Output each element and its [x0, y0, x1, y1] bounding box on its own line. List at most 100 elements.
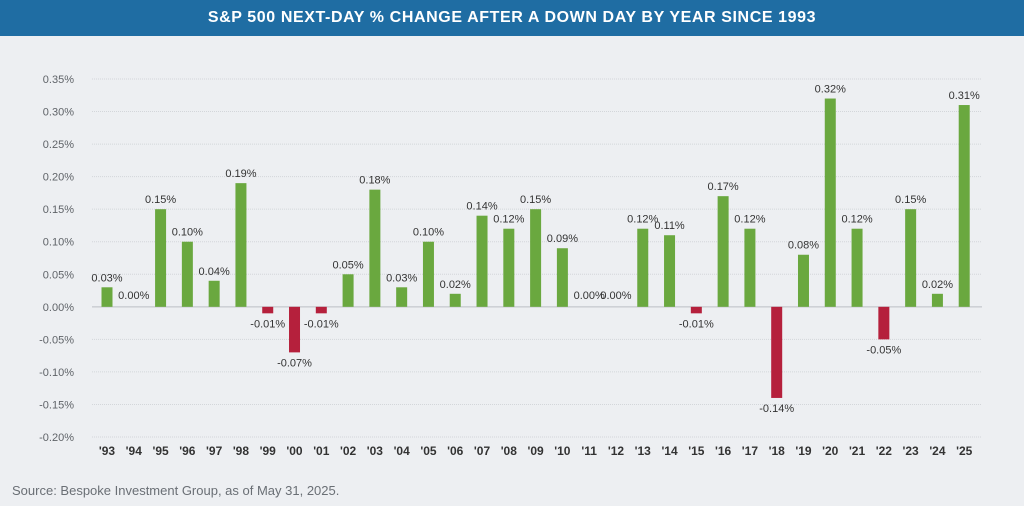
x-tick-label: '20 — [822, 444, 839, 458]
y-tick-label: -0.05% — [39, 334, 74, 346]
x-tick-label: '06 — [447, 444, 464, 458]
bar — [369, 189, 381, 307]
x-tick-label: '19 — [795, 444, 812, 458]
data-label: 0.19% — [225, 168, 256, 180]
data-label: 0.12% — [841, 214, 872, 226]
source-note: Source: Bespoke Investment Group, as of … — [12, 483, 340, 498]
x-tick-label: '01 — [313, 444, 330, 458]
data-label: 0.04% — [199, 266, 230, 278]
y-tick-label: 0.15% — [43, 204, 74, 216]
data-label: 0.18% — [359, 175, 390, 187]
x-tick-label: '13 — [635, 444, 652, 458]
y-tick-label: -0.10% — [39, 367, 74, 379]
bar — [342, 274, 354, 307]
bar — [744, 228, 756, 307]
data-label: 0.12% — [627, 214, 658, 226]
x-tick-label: '05 — [420, 444, 437, 458]
x-tick-label: '24 — [929, 444, 946, 458]
bar — [771, 306, 783, 398]
data-label: 0.12% — [734, 214, 765, 226]
bar — [797, 254, 809, 307]
x-tick-label: '99 — [260, 444, 277, 458]
y-tick-label: 0.05% — [43, 269, 74, 281]
x-tick-label: '07 — [474, 444, 491, 458]
x-tick-label: '14 — [661, 444, 678, 458]
y-tick-label: 0.25% — [43, 139, 74, 151]
data-label: 0.08% — [788, 240, 819, 252]
x-tick-label: '98 — [233, 444, 250, 458]
data-label: 0.17% — [708, 181, 739, 193]
bar — [717, 196, 729, 307]
bar — [530, 209, 542, 307]
bar — [905, 209, 917, 307]
x-tick-label: '09 — [528, 444, 545, 458]
x-tick-label: '04 — [394, 444, 411, 458]
data-label: 0.15% — [145, 194, 176, 206]
x-tick-label: '93 — [99, 444, 116, 458]
x-tick-label: '10 — [554, 444, 571, 458]
data-label: 0.03% — [91, 272, 122, 284]
data-label: -0.05% — [866, 344, 901, 356]
x-tick-label: '25 — [956, 444, 973, 458]
data-label: 0.10% — [413, 227, 444, 239]
bar — [101, 287, 113, 307]
bar — [396, 287, 408, 307]
bar — [289, 306, 301, 353]
bar-chart: 0.35% 0.30% 0.25% 0.20% 0.15% 0.10% 0.05% 0.00%… — [39, 74, 982, 458]
data-label: 0.12% — [493, 214, 524, 226]
x-tick-label: '00 — [286, 444, 303, 458]
y-tick-label: 0.20% — [43, 172, 74, 184]
data-label: 0.31% — [949, 90, 980, 102]
data-label: 0.15% — [895, 194, 926, 206]
data-label: 0.00% — [118, 290, 149, 302]
bar — [637, 228, 649, 307]
title-bar: S&P 500 NEXT-DAY % CHANGE AFTER A DOWN D… — [0, 0, 1024, 36]
data-label: 0.32% — [815, 84, 846, 96]
bar — [931, 293, 943, 307]
x-tick-label: '02 — [340, 444, 357, 458]
data-label: 0.00% — [600, 290, 631, 302]
data-label: 0.02% — [922, 279, 953, 291]
x-tick-label: '15 — [688, 444, 705, 458]
data-label: 0.03% — [386, 272, 417, 284]
bar — [958, 105, 970, 307]
bar — [690, 306, 702, 314]
x-tick-label: '95 — [152, 444, 169, 458]
x-tick-label: '18 — [769, 444, 786, 458]
x-tick-label: '21 — [849, 444, 866, 458]
x-tick-label: '96 — [179, 444, 196, 458]
x-tick-label: '03 — [367, 444, 384, 458]
data-label: 0.10% — [172, 227, 203, 239]
x-tick-label: '23 — [903, 444, 920, 458]
data-label: -0.07% — [277, 357, 312, 369]
bar — [181, 241, 193, 307]
bar — [155, 209, 167, 307]
bar — [449, 293, 461, 307]
bar — [878, 306, 890, 340]
chart-title: S&P 500 NEXT-DAY % CHANGE AFTER A DOWN D… — [207, 9, 817, 26]
x-tick-label: '22 — [876, 444, 893, 458]
x-tick-label: '08 — [501, 444, 518, 458]
x-tick-label: '16 — [715, 444, 732, 458]
bar — [824, 98, 836, 307]
bar — [503, 228, 515, 307]
x-tick-label: '97 — [206, 444, 223, 458]
data-label: 0.00% — [574, 290, 605, 302]
data-label: 0.05% — [332, 259, 363, 271]
x-tick-label: '12 — [608, 444, 625, 458]
x-tick-label: '11 — [581, 444, 597, 458]
data-label: -0.01% — [304, 318, 339, 330]
bar — [476, 215, 488, 307]
data-label: -0.14% — [759, 403, 794, 415]
y-tick-label: 0.35% — [43, 74, 74, 86]
y-tick-label: 0.00% — [43, 302, 74, 314]
bar — [315, 306, 327, 314]
bar — [556, 248, 568, 307]
bar — [235, 183, 247, 307]
bar — [208, 280, 220, 307]
x-tick-label: '94 — [126, 444, 143, 458]
bar — [664, 235, 676, 307]
data-label: 0.14% — [466, 201, 497, 213]
data-label: -0.01% — [250, 318, 285, 330]
